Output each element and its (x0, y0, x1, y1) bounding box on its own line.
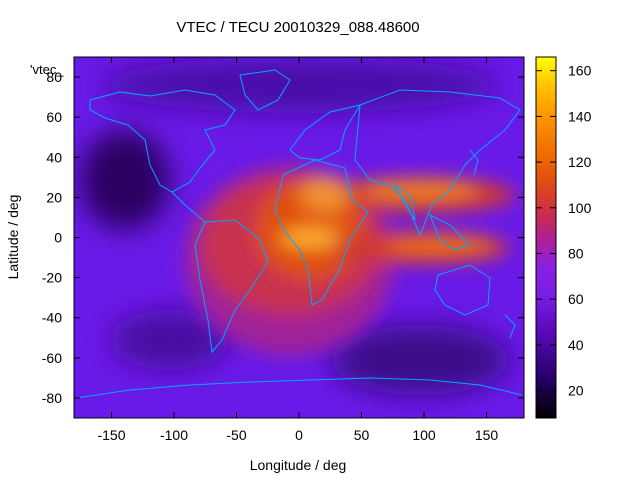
x-tick-label: 0 (295, 427, 303, 443)
x-tick-label: 100 (412, 427, 436, 443)
x-tick-label: -100 (160, 427, 188, 443)
africa-hotspot-north (300, 177, 350, 213)
colorbar-tick-label: 100 (568, 200, 592, 216)
y-tick-label: 80 (46, 69, 62, 85)
colorbar (535, 56, 557, 419)
dark-region-arctic (100, 57, 500, 113)
coast-antarctica (75, 377, 523, 399)
africa-hotspot-south (280, 228, 340, 248)
crest-north-core (360, 180, 480, 200)
colorbar-ticks: 20 40 60 80 100 120 140 160 (536, 63, 592, 399)
heatmap-field (74, 57, 524, 418)
heatmap-warm-regions (185, 165, 515, 355)
y-tick-label: -20 (42, 270, 62, 286)
y-tick-label: -60 (42, 350, 62, 366)
coastline-overlay (75, 69, 523, 399)
y-axis-label: Latitude / deg (5, 195, 21, 280)
coast-japan (469, 149, 479, 176)
coast-central-america (171, 191, 206, 223)
coast-north-america (89, 89, 236, 193)
y-axis-ticks: -80 -60 -40 -20 0 20 40 60 80 (42, 69, 524, 406)
colorbar-tick-label: 60 (568, 291, 584, 307)
heatmap-dark-regions (80, 57, 510, 395)
y-tick-label: 0 (54, 230, 62, 246)
x-axis-ticks: -150 -100 -50 0 50 100 150 (97, 57, 498, 443)
colorbar-tick-label: 160 (568, 63, 592, 79)
y-tick-label: -40 (42, 310, 62, 326)
coast-australia (434, 264, 491, 316)
crest-south-core (385, 236, 495, 254)
coast-asia (354, 89, 521, 237)
key-label: 'vtec_ (30, 62, 64, 77)
colorbar-tick-label: 40 (568, 337, 584, 353)
coast-europe (289, 104, 362, 161)
coast-india (393, 183, 416, 221)
coast-south-america (194, 219, 269, 354)
coast-new-zealand (504, 314, 516, 339)
colorbar-tick-label: 80 (568, 245, 584, 261)
coast-greenland (239, 69, 291, 111)
dark-region-pacific-nw (80, 130, 170, 230)
coast-africa (274, 159, 369, 306)
colorbar-tick-label: 120 (568, 154, 592, 170)
chart-title: VTEC / TECU 20010329_088.48600 (176, 19, 419, 36)
y-tick-label: 40 (46, 149, 62, 165)
dark-region-south-atlantic (110, 310, 230, 370)
y-tick-label: 60 (46, 109, 62, 125)
coast-southeast-asia (429, 213, 471, 251)
colorbar-tick-label: 140 (568, 108, 592, 124)
x-tick-label: -150 (97, 427, 125, 443)
y-tick-label: 20 (46, 189, 62, 205)
y-tick-label: -80 (42, 390, 62, 406)
x-axis-label: Longitude / deg (250, 457, 347, 473)
dark-region-south-pacific (330, 325, 510, 395)
x-tick-label: 50 (354, 427, 370, 443)
colorbar-tick-label: 20 (568, 383, 584, 399)
x-tick-label: -50 (226, 427, 246, 443)
x-tick-label: 150 (475, 427, 499, 443)
